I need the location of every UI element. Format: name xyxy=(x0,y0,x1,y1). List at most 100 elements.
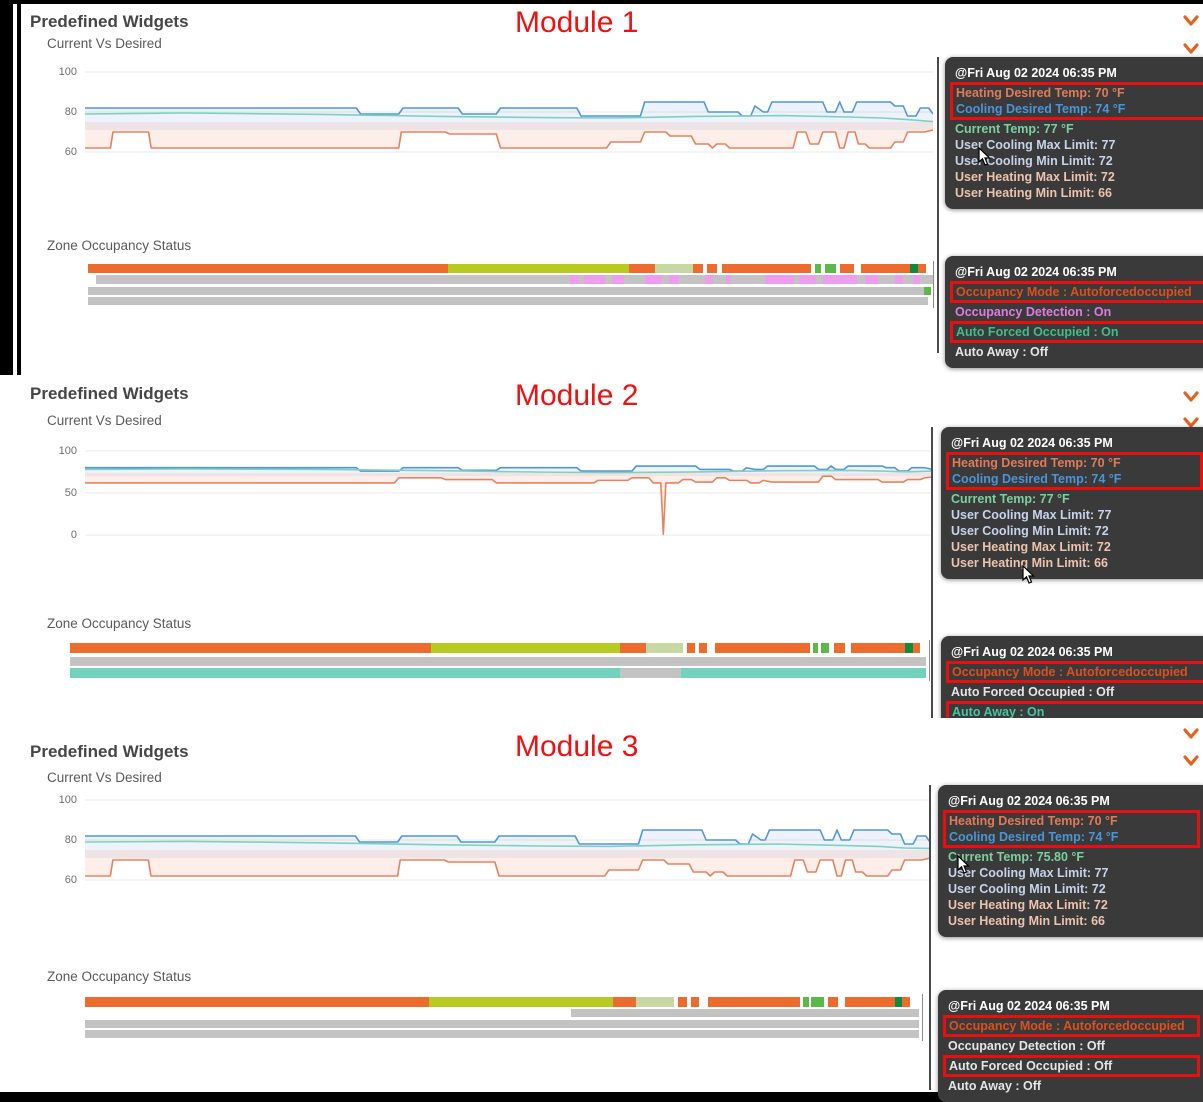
occupancy-segment-gray xyxy=(816,275,824,284)
occupancy-segment-orange xyxy=(828,997,839,1007)
tooltip-line: User Heating Min Limit: 66 xyxy=(951,556,1108,570)
occupancy-segment-blank xyxy=(707,643,715,653)
tooltip-line: User Heating Min Limit: 66 xyxy=(948,914,1105,928)
occupancy-bars-chart[interactable] xyxy=(70,640,930,681)
occupancy-segment-gray xyxy=(88,287,924,295)
occupancy-tooltip: @Fri Aug 02 2024 06:35 PM Occupancy Mode … xyxy=(938,990,1203,1102)
temp-line-chart[interactable] xyxy=(85,60,933,168)
tooltip-timestamp: @Fri Aug 02 2024 06:35 PM xyxy=(948,794,1110,808)
crosshair-line xyxy=(933,261,934,308)
tooltip-line: Auto Forced Occupied : Off xyxy=(949,1059,1113,1073)
crosshair-line xyxy=(922,994,923,1041)
tooltip-timestamp: @Fri Aug 02 2024 06:35 PM xyxy=(948,999,1110,1013)
annotation-red-box: Occupancy Mode : Autoforcedoccupied xyxy=(950,281,1203,303)
tooltip-line: Heating Desired Temp: 70 °F xyxy=(956,86,1125,100)
occupancy-segment-teal xyxy=(70,668,621,678)
mouse-cursor-icon xyxy=(957,855,970,874)
y-axis-tick-label: 60 xyxy=(64,874,77,886)
tooltip-line: Occupancy Mode : Autoforcedoccupied xyxy=(949,1019,1185,1033)
occupancy-segment-orange xyxy=(901,997,911,1007)
panel-title: Predefined Widgets xyxy=(30,742,189,761)
occupancy-segment-orange xyxy=(70,643,432,653)
tooltip-line: Occupancy Mode : Autoforcedoccupied xyxy=(956,285,1192,299)
occupancy-tooltip: @Fri Aug 02 2024 06:35 PM Occupancy Mode … xyxy=(941,636,1203,732)
chevron-down-icon[interactable] xyxy=(1183,416,1199,428)
tooltip-line: Current Temp: 75.80 °F xyxy=(948,850,1085,864)
temp-line-chart[interactable] xyxy=(85,445,933,541)
panel-title: Predefined Widgets xyxy=(30,384,189,403)
separator-line xyxy=(937,57,939,353)
occupancy-segment-orange xyxy=(88,264,448,273)
occupancy-segment-gray xyxy=(88,297,929,305)
occupancy-segment-violet xyxy=(645,275,663,284)
occupancy-segment-orange xyxy=(839,264,854,273)
occupancy-segment-gray xyxy=(620,668,681,678)
occupancy-segment-olive xyxy=(431,643,621,653)
occupancy-bars-chart[interactable] xyxy=(88,261,934,308)
panel-title: Predefined Widgets xyxy=(30,12,189,31)
occupancy-segment-gray xyxy=(903,275,914,284)
occupancy-segment-darkGreen xyxy=(904,643,913,653)
annotation-red-box: Heating Desired Temp: 70 °F Cooling Desir… xyxy=(946,452,1203,490)
occupancy-segment-lightGreen xyxy=(654,264,693,273)
tooltip-line: Auto Forced Occupied : On xyxy=(956,325,1119,339)
occupancy-tooltip: @Fri Aug 02 2024 06:35 PM Occupancy Mode … xyxy=(945,256,1203,368)
occupancy-segment-violet xyxy=(894,275,904,284)
occupancy-segment-gray xyxy=(662,275,670,284)
temp-tooltip: @Fri Aug 02 2024 06:35 PM Heating Desired… xyxy=(938,785,1203,937)
occupancy-segment-green xyxy=(811,997,825,1007)
occupancy-segment-gray xyxy=(578,275,584,284)
chevron-down-icon[interactable] xyxy=(1183,42,1199,54)
occupancy-chart-title: Zone Occupancy Status xyxy=(47,238,192,253)
tooltip-line: User Cooling Max Limit: 77 xyxy=(948,866,1109,880)
occupancy-segment-orange xyxy=(686,643,696,653)
temp-line-chart[interactable] xyxy=(85,788,930,896)
tooltip-line: User Cooling Min Limit: 72 xyxy=(948,882,1106,896)
tooltip-line: Cooling Desired Temp: 74 °F xyxy=(956,102,1126,116)
y-axis-tick-label: 0 xyxy=(70,529,77,542)
occupancy-segment-gray xyxy=(85,1030,919,1038)
y-axis-tick-label: 100 xyxy=(58,444,77,457)
occupancy-segment-green xyxy=(812,643,819,653)
tooltip-line: Occupancy Mode : Autoforcedoccupied xyxy=(952,665,1188,679)
chevron-down-icon[interactable] xyxy=(1183,390,1199,402)
chevron-down-icon[interactable] xyxy=(1183,14,1199,26)
occupancy-segment-blank xyxy=(88,275,96,284)
occupancy-segment-violet xyxy=(913,275,921,284)
tooltip-line: Heating Desired Temp: 70 °F xyxy=(949,814,1118,828)
occupancy-segment-lightGreen xyxy=(646,643,684,653)
y-axis-tick-label: 100 xyxy=(58,66,77,78)
temp-chart-title: Current Vs Desired xyxy=(47,413,162,428)
occupancy-segment-orange xyxy=(707,997,800,1007)
occupancy-segment-orange xyxy=(912,643,921,653)
occupancy-segment-blank xyxy=(699,997,707,1007)
occupancy-segment-gray xyxy=(920,275,933,284)
chevron-down-icon[interactable] xyxy=(1183,754,1199,766)
occupancy-segment-blank xyxy=(838,997,845,1007)
occupancy-segment-green xyxy=(824,264,836,273)
occupancy-segment-violet xyxy=(611,275,625,284)
tooltip-line: User Heating Max Limit: 72 xyxy=(951,540,1111,554)
annotation-red-box: Auto Forced Occupied : On xyxy=(950,321,1203,343)
chevron-down-icon[interactable] xyxy=(1183,727,1199,739)
tooltip-line: Auto Forced Occupied : Off xyxy=(951,685,1115,699)
occupancy-segment-olive xyxy=(428,997,613,1007)
y-axis-tick-label: 100 xyxy=(58,794,77,806)
tooltip-line: Occupancy Detection : On xyxy=(955,305,1112,319)
occupancy-segment-orange xyxy=(692,264,703,273)
occupancy-segment-orange xyxy=(833,643,845,653)
annotation-red-box: Heating Desired Temp: 70 °F Cooling Desir… xyxy=(943,810,1200,848)
occupancy-segment-blank xyxy=(854,264,862,273)
module-panel-3: Predefined Widgets Module 3 Current Vs D… xyxy=(0,718,1203,1102)
occupancy-segment-orange xyxy=(722,264,812,273)
mouse-cursor-icon xyxy=(978,147,991,166)
occupancy-segment-violet xyxy=(583,275,605,284)
occupancy-segment-gray xyxy=(679,275,705,284)
occupancy-segment-gray xyxy=(85,1020,919,1028)
occupancy-bar-row xyxy=(70,657,930,666)
occupancy-segment-orange xyxy=(850,643,905,653)
occupancy-segment-olive xyxy=(447,264,630,273)
occupancy-segment-gray xyxy=(571,1009,919,1017)
occupancy-segment-blank xyxy=(85,1009,571,1017)
occupancy-bars-chart[interactable] xyxy=(85,994,923,1041)
